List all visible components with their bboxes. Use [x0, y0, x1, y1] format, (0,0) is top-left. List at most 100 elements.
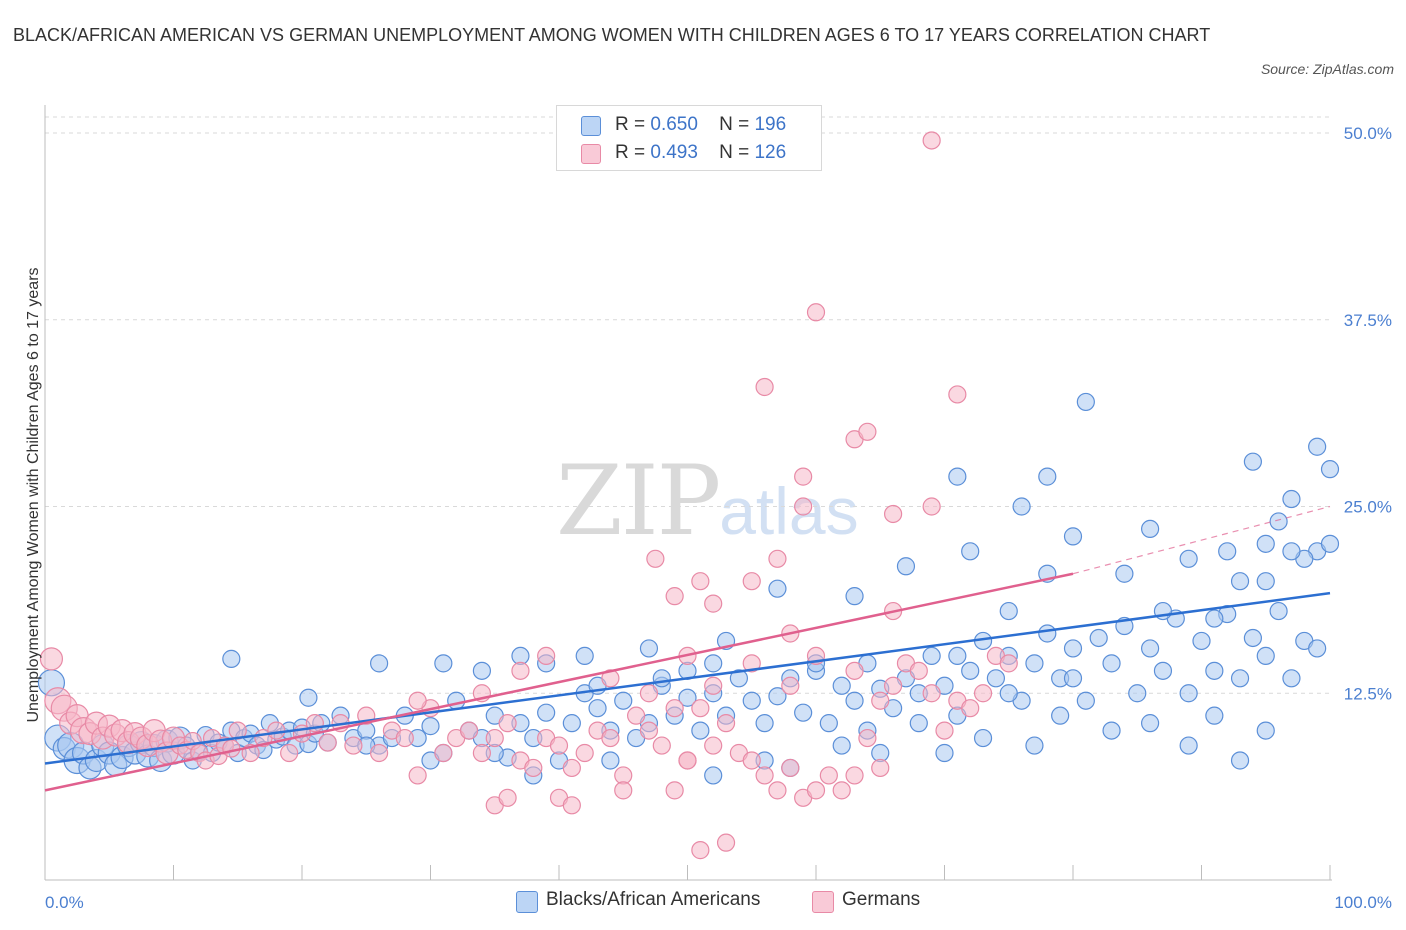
germans-point-127 — [614, 781, 633, 800]
germans-point-72 — [781, 758, 800, 778]
germans-point-103 — [704, 594, 723, 613]
x-tick-label-1: 100.0% — [1334, 893, 1392, 912]
blacks-point-154 — [1038, 467, 1057, 486]
blacks-point-116 — [1256, 646, 1275, 666]
blacks-point-66 — [614, 691, 633, 710]
x-tick-label-0: 0.0% — [45, 893, 84, 912]
legend-n-value: 126 — [754, 142, 787, 163]
germans-point-74 — [806, 781, 826, 800]
germans-point-114 — [794, 497, 813, 516]
blacks-point-188 — [652, 669, 671, 688]
blacks-point-130 — [768, 579, 787, 598]
blacks-point-51 — [421, 717, 440, 736]
blacks-point-159 — [1308, 437, 1327, 456]
blacks-point-173 — [1179, 736, 1198, 755]
germans-point-0 — [39, 647, 64, 671]
germans-point-118 — [948, 385, 967, 404]
germans-point-117 — [922, 497, 941, 516]
germans-point-122 — [716, 833, 736, 852]
blacks-point-144 — [1282, 489, 1301, 509]
legend-swatch-pink — [581, 144, 601, 164]
blacks-point-185 — [472, 661, 491, 680]
legend-label-germans: Germans — [842, 889, 921, 910]
germans-point-129 — [678, 751, 697, 770]
blacks-point-118 — [1282, 669, 1301, 688]
legend-label-blacks: Blacks/African Americans — [546, 889, 761, 910]
germans-point-36 — [318, 733, 337, 752]
blacks-point-172 — [1140, 714, 1160, 733]
blacks-point-60 — [537, 703, 556, 722]
germans-point-66 — [704, 736, 723, 755]
blacks-point-103 — [1089, 628, 1108, 648]
germans-point-76 — [832, 781, 851, 800]
blacks-point-165 — [909, 714, 928, 733]
germans-point-32 — [267, 721, 286, 740]
blacks-point-133 — [896, 557, 916, 576]
blacks-point-120 — [1308, 639, 1327, 658]
blacks-point-83 — [832, 676, 851, 695]
correlation-legend: R = 0.650 N = 196 R = 0.493 N = 126 — [556, 105, 822, 171]
blacks-point-143 — [1256, 534, 1275, 553]
germans-point-55 — [562, 758, 581, 778]
blacks-point-148 — [1218, 542, 1237, 561]
germans-point-108 — [845, 661, 864, 680]
germans-point-79 — [871, 758, 890, 778]
germans-point-97 — [704, 676, 723, 695]
watermark-atlas: atlas — [719, 474, 859, 548]
blacks-point-142 — [1230, 572, 1250, 591]
germans-point-67 — [716, 714, 736, 733]
blacks-point-149 — [1140, 519, 1160, 539]
blacks-point-175 — [1230, 751, 1250, 770]
blacks-point-99 — [1038, 624, 1057, 643]
blacks-point-137 — [1063, 669, 1083, 688]
blacks-point-126 — [575, 646, 594, 666]
germans-point-56 — [575, 743, 594, 763]
germans-point-78 — [858, 728, 877, 748]
y-tick-label-3: 50.0% — [1344, 124, 1392, 143]
germans-point-50 — [498, 714, 517, 733]
legend-n-label: N = — [719, 114, 750, 135]
legend-swatch-pink — [812, 891, 834, 913]
blacks-point-135 — [999, 601, 1018, 621]
germans-point-75 — [819, 766, 838, 785]
legend-swatch-blue — [516, 891, 538, 913]
germans-point-80 — [883, 676, 903, 695]
blacks-point-134 — [948, 646, 967, 666]
germans-point-83 — [922, 684, 941, 703]
germans-point-102 — [691, 572, 710, 591]
germans-point-121 — [691, 841, 710, 860]
trend-lines — [44, 505, 1331, 792]
blacks-point-123 — [370, 654, 389, 673]
blacks-point-141 — [1205, 609, 1224, 628]
germans-point-49 — [485, 728, 504, 748]
blacks-point-138 — [1115, 564, 1134, 583]
germans-point-33 — [280, 743, 299, 763]
blacks-point-127 — [639, 639, 659, 658]
germans-point-65 — [691, 699, 710, 718]
axes — [44, 105, 1332, 881]
blacks-point-108 — [1153, 661, 1173, 680]
series-legend: Blacks/African Americans Germans — [0, 888, 1406, 916]
blacks-point-106 — [1128, 684, 1147, 703]
blacks-point-168 — [999, 684, 1018, 703]
blacks-point-155 — [1076, 392, 1095, 412]
germans-point-42 — [395, 728, 414, 748]
blacks-point-114 — [1230, 669, 1250, 688]
germans-point-92 — [511, 661, 530, 680]
blacks-point-128 — [704, 654, 723, 673]
legend-r-value: 0.650 — [650, 114, 698, 135]
chart-source: Source: ZipAtlas.com — [1260, 61, 1394, 77]
blacks-point-115 — [1243, 628, 1263, 648]
germans-point-48 — [472, 743, 491, 763]
y-tick-label-0: 12.5% — [1344, 684, 1392, 703]
blacks-point-98 — [1025, 654, 1044, 673]
blacks-point-101 — [1063, 639, 1083, 658]
germans-point-38 — [344, 736, 363, 755]
germans-point-54 — [549, 736, 569, 755]
blacks-point-132 — [845, 587, 864, 606]
blacks-point-84 — [845, 691, 864, 710]
blacks-point-107 — [1140, 639, 1160, 658]
germans-point-47 — [459, 721, 479, 740]
germans-point-120 — [922, 131, 941, 150]
trend-line-germans-extension — [1072, 505, 1331, 575]
